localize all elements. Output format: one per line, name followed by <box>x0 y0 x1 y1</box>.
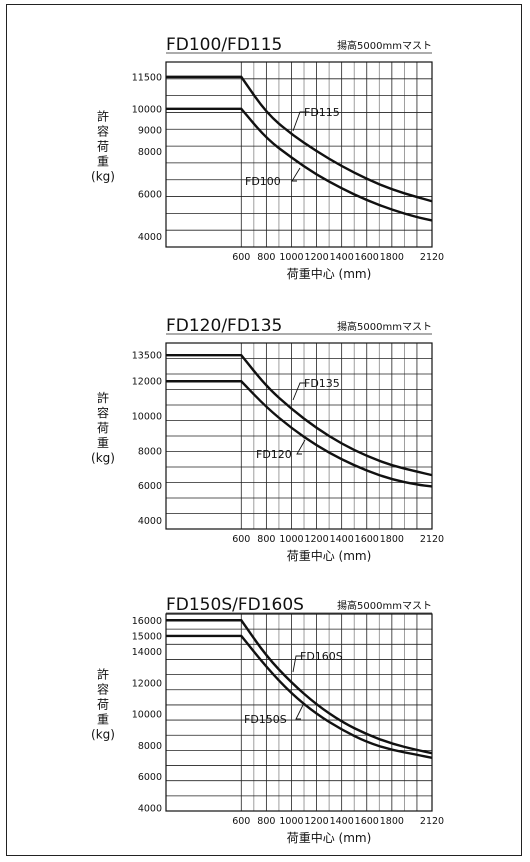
x-tick-label: 2120 <box>420 816 444 827</box>
y-axis-label: 容 <box>97 682 109 697</box>
series-label-leader <box>292 111 305 132</box>
series-label: FD160S <box>300 650 343 663</box>
y-axis-label: 重 <box>97 436 109 450</box>
chart-title: FD120/FD135 <box>166 316 282 336</box>
series-line-fd135 <box>166 353 433 477</box>
y-axis-label: 容 <box>97 405 109 420</box>
y-tick-label: 8000 <box>138 446 162 457</box>
chart-1: FD100/FD115 揚高5000mmマスト 11500 10000 9000 8000… <box>91 35 444 281</box>
y-axis-label: 許 <box>97 668 109 682</box>
x-tick-label: 800 <box>257 252 275 263</box>
x-tick-label: 1800 <box>380 252 404 263</box>
x-axis-label: 荷重中心 (mm) <box>287 830 372 845</box>
x-tick-label: 1400 <box>330 816 354 827</box>
chart-3: FD150S/FD160S 揚高5000mmマスト 16000 15000 14000 1… <box>91 595 444 845</box>
mast-spec: 揚高5000mmマスト <box>337 599 432 612</box>
y-tick-label: 13500 <box>132 351 162 362</box>
y-axis-label: (kg) <box>91 170 115 184</box>
x-axis-label: 荷重中心 (mm) <box>287 548 372 563</box>
x-tick-label: 1600 <box>355 534 379 545</box>
x-tick-label: 1400 <box>330 534 354 545</box>
y-axis-label: 荷 <box>97 140 109 154</box>
y-axis-label: 許 <box>97 391 109 405</box>
series-label: FD120 <box>256 448 292 461</box>
y-tick-label: 10000 <box>132 710 162 721</box>
x-tick-label: 800 <box>257 534 275 545</box>
series-label: FD100 <box>245 175 281 188</box>
series-line-fd100 <box>166 107 433 222</box>
y-tick-label: 6000 <box>138 189 162 200</box>
series-line-fd120 <box>166 380 433 488</box>
y-axis-label: 重 <box>97 713 109 727</box>
x-tick-label: 1600 <box>355 816 379 827</box>
plot-frame <box>165 342 433 530</box>
series-label: FD150S <box>244 713 287 726</box>
series-label-leader <box>292 655 301 673</box>
mast-spec: 揚高5000mmマスト <box>337 39 432 52</box>
x-tick-label: 1800 <box>380 816 404 827</box>
x-tick-label: 1000 <box>279 534 303 545</box>
series-line-fd115 <box>166 75 433 203</box>
page-frame <box>6 4 522 856</box>
y-tick-label: 16000 <box>132 616 162 627</box>
x-tick-label: 1800 <box>380 534 404 545</box>
series-label-leader <box>292 382 305 401</box>
y-tick-label: 8000 <box>138 147 162 158</box>
y-axis-label: 荷 <box>97 421 109 435</box>
x-tick-label: 600 <box>232 816 250 827</box>
x-tick-label: 600 <box>232 534 250 545</box>
x-tick-label: 2120 <box>420 252 444 263</box>
x-tick-label: 1600 <box>355 252 379 263</box>
y-tick-label: 4000 <box>138 232 162 243</box>
x-tick-label: 1200 <box>304 816 328 827</box>
y-axis-label: (kg) <box>91 451 115 465</box>
y-axis-label: (kg) <box>91 728 115 742</box>
chart-title: FD100/FD115 <box>166 35 282 55</box>
x-tick-label: 1000 <box>279 252 303 263</box>
y-tick-label: 9000 <box>138 126 162 137</box>
x-tick-label: 1400 <box>330 252 354 263</box>
y-axis-label: 容 <box>97 124 109 139</box>
y-axis-label: 荷 <box>97 698 109 712</box>
y-tick-label: 4000 <box>138 516 162 527</box>
x-tick-label: 800 <box>257 816 275 827</box>
series-label-leader <box>291 167 301 182</box>
chart-2: FD120/FD135 揚高5000mmマスト 13500 12000 10000 800… <box>91 316 444 563</box>
x-tick-label: 600 <box>232 252 250 263</box>
y-tick-label: 6000 <box>138 772 162 783</box>
y-tick-label: 12000 <box>132 377 162 388</box>
y-tick-label: 12000 <box>132 678 162 689</box>
y-tick-label: 15000 <box>132 631 162 642</box>
x-axis-label: 荷重中心 (mm) <box>287 266 372 281</box>
chart-title: FD150S/FD160S <box>166 595 304 615</box>
y-tick-label: 4000 <box>138 803 162 814</box>
x-tick-label: 1200 <box>304 252 328 263</box>
series-label: FD135 <box>304 377 340 390</box>
series-line-fd160s <box>166 619 433 755</box>
y-tick-label: 8000 <box>138 741 162 752</box>
x-tick-label: 1200 <box>304 534 328 545</box>
y-tick-label: 10000 <box>132 412 162 423</box>
plot-frame <box>165 613 433 812</box>
mast-spec: 揚高5000mmマスト <box>337 320 432 333</box>
y-axis-label: 重 <box>97 155 109 169</box>
series-label-leader <box>296 439 306 455</box>
x-tick-label: 1000 <box>279 816 303 827</box>
series-label-leader <box>295 704 304 720</box>
y-tick-label: 11500 <box>132 72 162 83</box>
y-tick-label: 6000 <box>138 481 162 492</box>
y-tick-label: 14000 <box>132 647 162 658</box>
y-axis-label: 許 <box>97 110 109 124</box>
series-line-fd150s <box>166 634 433 760</box>
series-label: FD115 <box>304 106 340 119</box>
y-tick-label: 10000 <box>132 104 162 115</box>
plot-frame <box>165 61 433 248</box>
x-tick-label: 2120 <box>420 534 444 545</box>
